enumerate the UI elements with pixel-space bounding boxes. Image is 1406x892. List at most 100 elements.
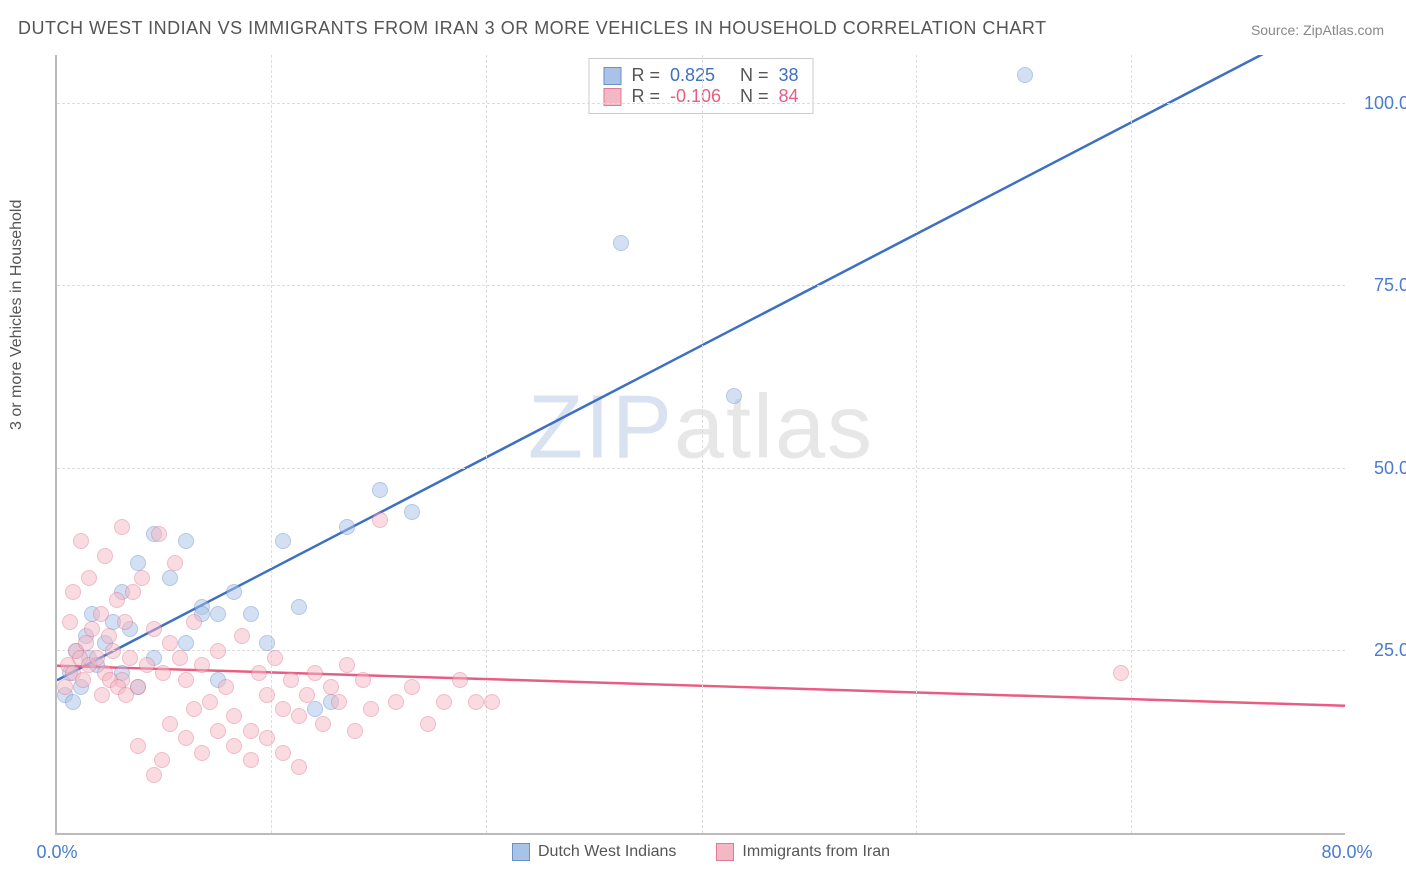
n-label: N = xyxy=(740,65,769,86)
scatter-point xyxy=(468,694,484,710)
scatter-point xyxy=(146,621,162,637)
scatter-point xyxy=(117,614,133,630)
scatter-point xyxy=(218,679,234,695)
scatter-point xyxy=(339,657,355,673)
scatter-point xyxy=(78,635,94,651)
scatter-point xyxy=(259,687,275,703)
scatter-point xyxy=(372,482,388,498)
scatter-point xyxy=(105,643,121,659)
watermark-suffix: atlas xyxy=(674,378,874,478)
scatter-point xyxy=(363,701,379,717)
scatter-point xyxy=(65,694,81,710)
scatter-point xyxy=(436,694,452,710)
gridline-v xyxy=(1131,55,1132,833)
source-label: Source: ZipAtlas.com xyxy=(1251,22,1384,38)
scatter-point xyxy=(194,657,210,673)
scatter-point xyxy=(226,584,242,600)
legend-item: Dutch West Indians xyxy=(512,843,676,861)
scatter-point xyxy=(194,745,210,761)
scatter-point xyxy=(226,738,242,754)
legend-series: Dutch West Indians Immigrants from Iran xyxy=(512,843,890,861)
scatter-point xyxy=(243,752,259,768)
scatter-point xyxy=(243,606,259,622)
scatter-point xyxy=(146,767,162,783)
scatter-point xyxy=(613,235,629,251)
scatter-point xyxy=(178,533,194,549)
y-tick-label: 50.0% xyxy=(1355,458,1406,479)
scatter-point xyxy=(202,694,218,710)
legend-swatch xyxy=(603,67,621,85)
scatter-point xyxy=(388,694,404,710)
scatter-point xyxy=(275,745,291,761)
y-tick-label: 100.0% xyxy=(1355,93,1406,114)
scatter-point xyxy=(291,599,307,615)
watermark: ZIPatlas xyxy=(528,377,874,480)
scatter-point xyxy=(186,614,202,630)
gridline-h xyxy=(57,650,1345,651)
scatter-point xyxy=(122,650,138,666)
scatter-point xyxy=(210,606,226,622)
x-tick-label: 0.0% xyxy=(36,842,77,863)
gridline-v xyxy=(271,55,272,833)
scatter-point xyxy=(167,555,183,571)
chart-title: DUTCH WEST INDIAN VS IMMIGRANTS FROM IRA… xyxy=(18,18,1047,39)
r-label: R = xyxy=(631,65,660,86)
scatter-point xyxy=(339,519,355,535)
legend-label: Dutch West Indians xyxy=(538,843,676,860)
legend-swatch xyxy=(716,843,734,861)
scatter-point xyxy=(178,730,194,746)
x-tick-label: 80.0% xyxy=(1321,842,1372,863)
r-value: 0.825 xyxy=(670,65,730,86)
legend-correlation: R = 0.825 N = 38 R = -0.106 N = 84 xyxy=(588,58,813,114)
scatter-point xyxy=(186,701,202,717)
scatter-point xyxy=(291,708,307,724)
trend-line xyxy=(57,55,1345,680)
gridline-v xyxy=(486,55,487,833)
scatter-point xyxy=(234,628,250,644)
scatter-point xyxy=(226,708,242,724)
scatter-point xyxy=(114,519,130,535)
legend-swatch xyxy=(512,843,530,861)
n-value: 38 xyxy=(779,65,799,86)
scatter-point xyxy=(1113,665,1129,681)
scatter-point xyxy=(125,584,141,600)
gridline-v xyxy=(916,55,917,833)
scatter-point xyxy=(84,621,100,637)
scatter-point xyxy=(210,643,226,659)
scatter-point xyxy=(307,665,323,681)
scatter-point xyxy=(251,665,267,681)
scatter-point xyxy=(162,716,178,732)
scatter-point xyxy=(97,548,113,564)
trend-lines xyxy=(57,55,1345,833)
legend-item: Immigrants from Iran xyxy=(716,843,890,861)
scatter-point xyxy=(259,730,275,746)
scatter-point xyxy=(299,687,315,703)
scatter-point xyxy=(275,533,291,549)
scatter-point xyxy=(178,635,194,651)
scatter-point xyxy=(275,701,291,717)
scatter-point xyxy=(130,738,146,754)
y-axis-label: 3 or more Vehicles in Household xyxy=(8,200,26,430)
scatter-point xyxy=(65,584,81,600)
y-tick-label: 75.0% xyxy=(1355,275,1406,296)
scatter-point xyxy=(139,657,155,673)
scatter-point xyxy=(420,716,436,732)
scatter-point xyxy=(283,672,299,688)
scatter-point xyxy=(323,679,339,695)
scatter-point xyxy=(347,723,363,739)
scatter-point xyxy=(130,555,146,571)
scatter-point xyxy=(452,672,468,688)
scatter-point xyxy=(75,672,91,688)
gridline-h xyxy=(57,285,1345,286)
scatter-point xyxy=(331,694,347,710)
gridline-h xyxy=(57,468,1345,469)
scatter-point xyxy=(172,650,188,666)
plot-area: ZIPatlas R = 0.825 N = 38 R = -0.106 N =… xyxy=(55,55,1345,835)
gridline-v xyxy=(702,55,703,833)
scatter-point xyxy=(315,716,331,732)
watermark-prefix: ZIP xyxy=(528,378,674,478)
legend-row: R = 0.825 N = 38 xyxy=(603,65,798,86)
scatter-point xyxy=(154,752,170,768)
scatter-point xyxy=(81,570,97,586)
scatter-point xyxy=(404,679,420,695)
